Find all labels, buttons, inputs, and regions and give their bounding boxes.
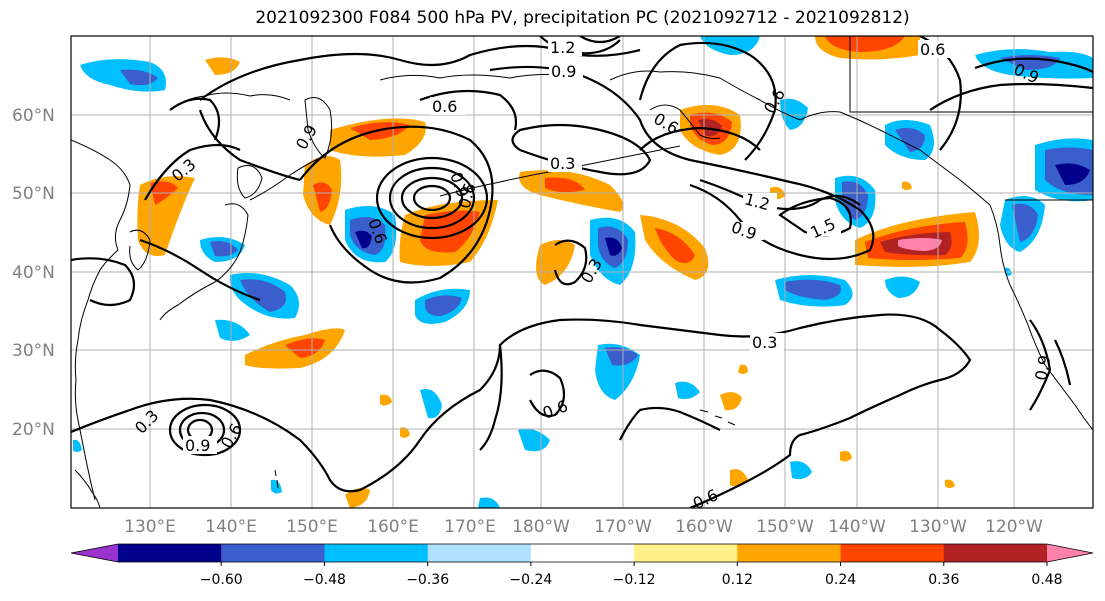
graticule: [71, 36, 1093, 508]
map-frame: [70, 35, 1094, 509]
colorbar-tick-label: 0.12: [722, 572, 753, 588]
contour-label: 0.9: [551, 62, 576, 81]
colorbar-extend-min: [71, 544, 118, 562]
colorbar-tick-label: −0.60: [200, 572, 243, 588]
colorbar-tick-label: 0.24: [825, 572, 856, 588]
lon-label: 140°E: [205, 517, 257, 537]
colorbar-swatch: [530, 544, 635, 562]
contour-label: 0.9: [185, 436, 210, 455]
colorbar-swatch: [324, 544, 429, 562]
lat-label-40n: 40°N: [12, 263, 55, 283]
lon-label: 160°E: [367, 517, 419, 537]
lon-label: 120°W: [985, 517, 1043, 537]
contour-label: 0.3: [550, 154, 575, 173]
colorbar-extend-max: [1047, 544, 1093, 562]
colorbar-swatch: [634, 544, 738, 562]
colorbar-tick-label: −0.12: [613, 572, 656, 588]
lon-label: 150°E: [286, 517, 338, 537]
lon-label: 170°E: [444, 517, 496, 537]
lon-label: 130°E: [124, 517, 176, 537]
lon-label: 180°W: [512, 517, 570, 537]
colorbar-swatch: [840, 544, 945, 562]
colorbar-swatch: [737, 544, 842, 562]
lat-label-50n: 50°N: [12, 184, 55, 204]
latitude-labels: 60°N 50°N 40°N 30°N 20°N: [12, 106, 55, 440]
lon-label: 130°W: [909, 517, 967, 537]
colorbar-swatch: [427, 544, 532, 562]
lon-label: 140°W: [828, 517, 886, 537]
lat-label-30n: 30°N: [12, 341, 55, 361]
contour-label: 0.6: [920, 40, 945, 59]
lon-label: 170°W: [594, 517, 652, 537]
contour-label: 1.2: [550, 38, 575, 57]
lon-label: 150°W: [756, 517, 814, 537]
colorbar: −0.60 −0.48 −0.36 −0.24 −0.12 0.12 0.24 0.36 0.4…: [70, 543, 1094, 588]
colorbar-swatch: [943, 544, 1048, 562]
colorbar-tick-label: −0.36: [406, 572, 449, 588]
map-title: 2021092300 F084 500 hPa PV, precipitatio…: [255, 8, 910, 28]
contour-label: 0.3: [752, 333, 777, 352]
contour-label: 0.6: [432, 97, 457, 116]
lat-label-60n: 60°N: [12, 106, 55, 126]
colorbar-tick-label: −0.24: [509, 572, 552, 588]
colorbar-tick-label: −0.48: [303, 572, 346, 588]
colorbar-swatch: [118, 544, 222, 562]
longitude-labels: 130°E 140°E 150°E 160°E 170°E 180°W 170°…: [124, 517, 1043, 537]
lon-label: 160°W: [675, 517, 733, 537]
coastlines: [71, 36, 1093, 508]
colorbar-tick-label: 0.36: [928, 572, 959, 588]
colorbar-tick-label: 0.48: [1031, 572, 1062, 588]
lat-label-20n: 20°N: [12, 420, 55, 440]
contour-label: 0.9: [1031, 354, 1054, 382]
colorbar-swatch: [221, 544, 325, 562]
